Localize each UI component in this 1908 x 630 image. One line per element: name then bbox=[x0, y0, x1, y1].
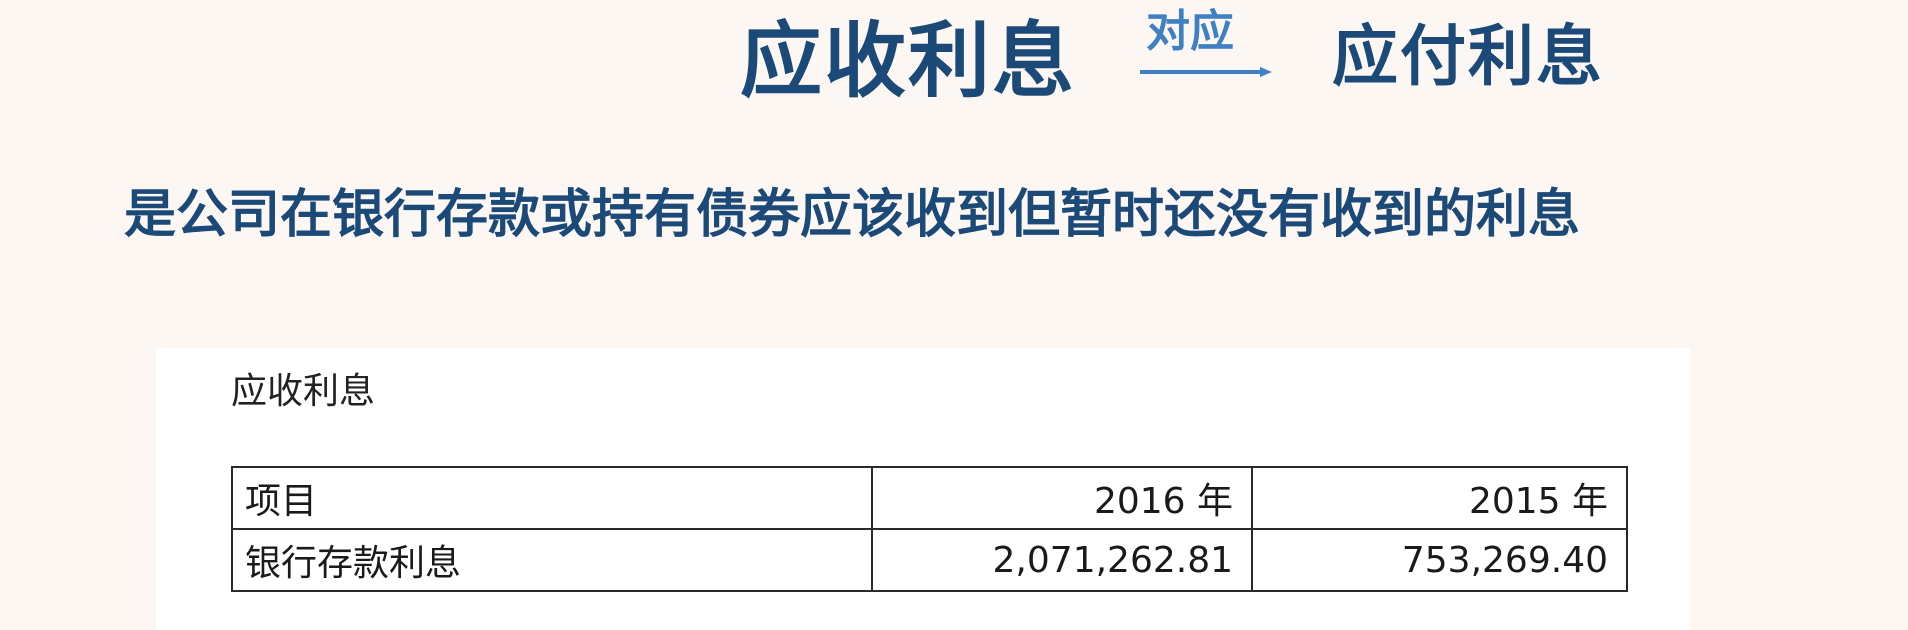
table-row: 银行存款利息 2,071,262.81 753,269.40 bbox=[231, 528, 1628, 592]
interest-table: 项目 2016 年 2015 年 银行存款利息 2,071,262.81 753… bbox=[231, 466, 1628, 592]
row-value-2016: 2,071,262.81 bbox=[871, 528, 1253, 592]
relation-label: 对应 bbox=[1146, 6, 1234, 57]
title-right-term: 应付利息 bbox=[1332, 18, 1604, 95]
arrow-right-icon bbox=[1140, 67, 1272, 77]
column-header-2015: 2015 年 bbox=[1251, 466, 1628, 530]
definition-text: 是公司在银行存款或持有债券应该收到但暂时还没有收到的利息 bbox=[124, 185, 1581, 245]
document-excerpt: 应收利息 项目 2016 年 2015 年 银行存款利息 2,071,262.8… bbox=[156, 348, 1690, 630]
table-header-row: 项目 2016 年 2015 年 bbox=[231, 466, 1628, 530]
document-heading: 应收利息 bbox=[231, 371, 376, 412]
column-header-item: 项目 bbox=[231, 466, 873, 530]
row-item-label: 银行存款利息 bbox=[231, 528, 873, 592]
column-header-2016: 2016 年 bbox=[871, 466, 1253, 530]
title-left-term: 应收利息 bbox=[740, 14, 1077, 109]
row-value-2015: 753,269.40 bbox=[1251, 528, 1628, 592]
